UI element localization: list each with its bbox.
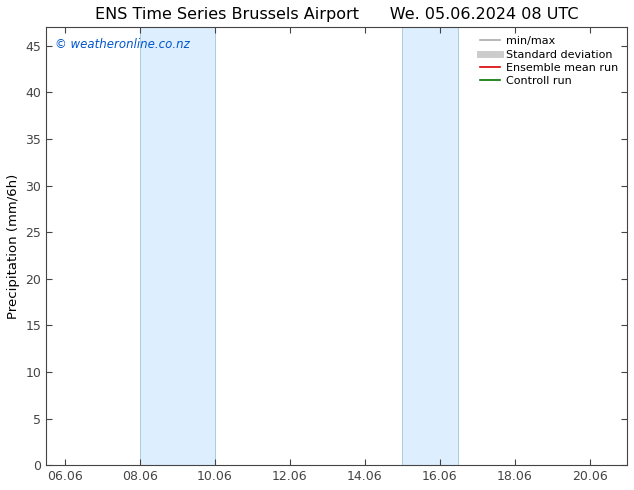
Title: ENS Time Series Brussels Airport      We. 05.06.2024 08 UTC: ENS Time Series Brussels Airport We. 05.… [95, 7, 578, 22]
Text: © weatheronline.co.nz: © weatheronline.co.nz [55, 38, 190, 51]
Bar [402, 27, 458, 465]
Bar [140, 27, 215, 465]
Legend: min/max, Standard deviation, Ensemble mean run, Controll run: min/max, Standard deviation, Ensemble me… [477, 33, 621, 90]
Y-axis label: Precipitation (mm/6h): Precipitation (mm/6h) [7, 173, 20, 319]
